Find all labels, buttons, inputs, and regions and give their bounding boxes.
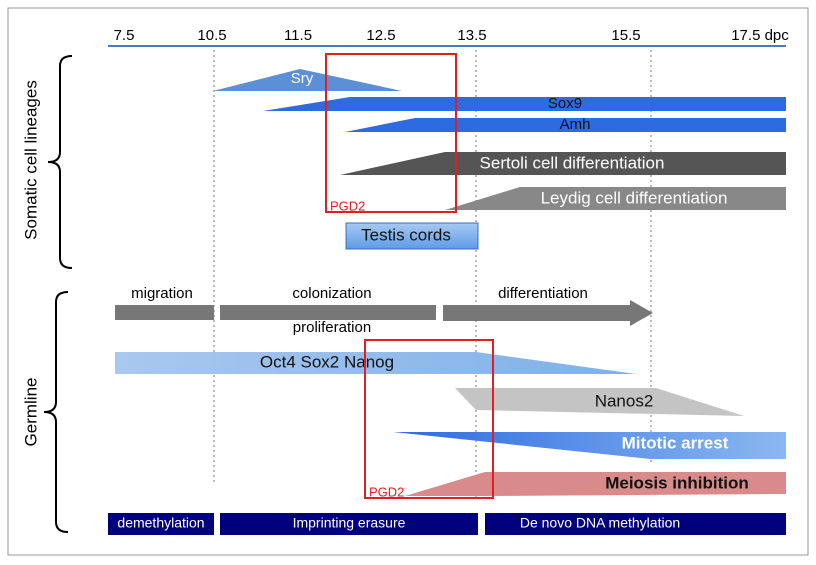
highlight-box xyxy=(364,339,494,499)
label: Leydig cell differentiation xyxy=(541,188,728,207)
sertoli-shape xyxy=(340,152,786,175)
label: colonization xyxy=(292,285,371,302)
frame xyxy=(7,7,809,556)
testis-cords-box xyxy=(345,222,479,250)
bracket xyxy=(43,291,69,533)
label: Sry xyxy=(291,70,314,87)
label: migration xyxy=(131,285,193,302)
tick-label: 10.5 xyxy=(197,27,226,44)
mitotic-arrest-shape xyxy=(393,432,786,459)
label: Testis cords xyxy=(361,225,451,244)
label: Oct4 Sox2 Nanog xyxy=(260,352,394,371)
label: PGD2 xyxy=(330,198,365,213)
label: differentiation xyxy=(498,285,588,302)
methylation-bar xyxy=(108,513,214,535)
tick-label: 12.5 xyxy=(366,27,395,44)
label: Nanos2 xyxy=(595,391,654,410)
methylation-bar xyxy=(220,513,478,535)
tick-label: 11.5 xyxy=(284,27,312,44)
label: De novo DNA methylation xyxy=(520,515,680,531)
label: demethylation xyxy=(117,515,204,531)
sry-shape xyxy=(213,69,402,91)
label: Sertoli cell differentiation xyxy=(480,153,665,172)
label: Imprinting erasure xyxy=(293,515,406,531)
leydig-shape xyxy=(445,187,786,210)
sox9-shape xyxy=(263,97,786,111)
label: Mitotic arrest xyxy=(622,433,729,452)
tick-label: 15.5 xyxy=(611,27,640,44)
group-label: Germline xyxy=(21,378,40,447)
label: Amh xyxy=(560,116,591,133)
label: Meiosis inhibition xyxy=(605,473,749,492)
label: proliferation xyxy=(293,319,371,336)
highlight-box xyxy=(325,53,457,213)
tick-label: 7.5 xyxy=(114,27,135,44)
nanos2-shape xyxy=(455,388,744,416)
label: PGD2 xyxy=(369,484,404,499)
axis-ticks: 7.5 10.5 11.5 12.5 13.5 15.5 17.5 dpc xyxy=(114,27,790,44)
bracket xyxy=(47,55,73,269)
colonization-bar xyxy=(220,305,436,320)
label: Sox9 xyxy=(548,95,582,112)
methylation-bar xyxy=(485,513,786,535)
tick-label: 17.5 dpc xyxy=(731,27,789,44)
pluripotency-shape xyxy=(115,352,636,374)
migration-bar xyxy=(115,305,214,320)
differentiation-arrow xyxy=(443,300,653,326)
meiosis-inhibition-shape xyxy=(405,472,786,496)
brackets xyxy=(43,55,73,533)
group-label: Somatic cell lineages xyxy=(21,80,40,240)
tick-label: 13.5 xyxy=(457,27,486,44)
